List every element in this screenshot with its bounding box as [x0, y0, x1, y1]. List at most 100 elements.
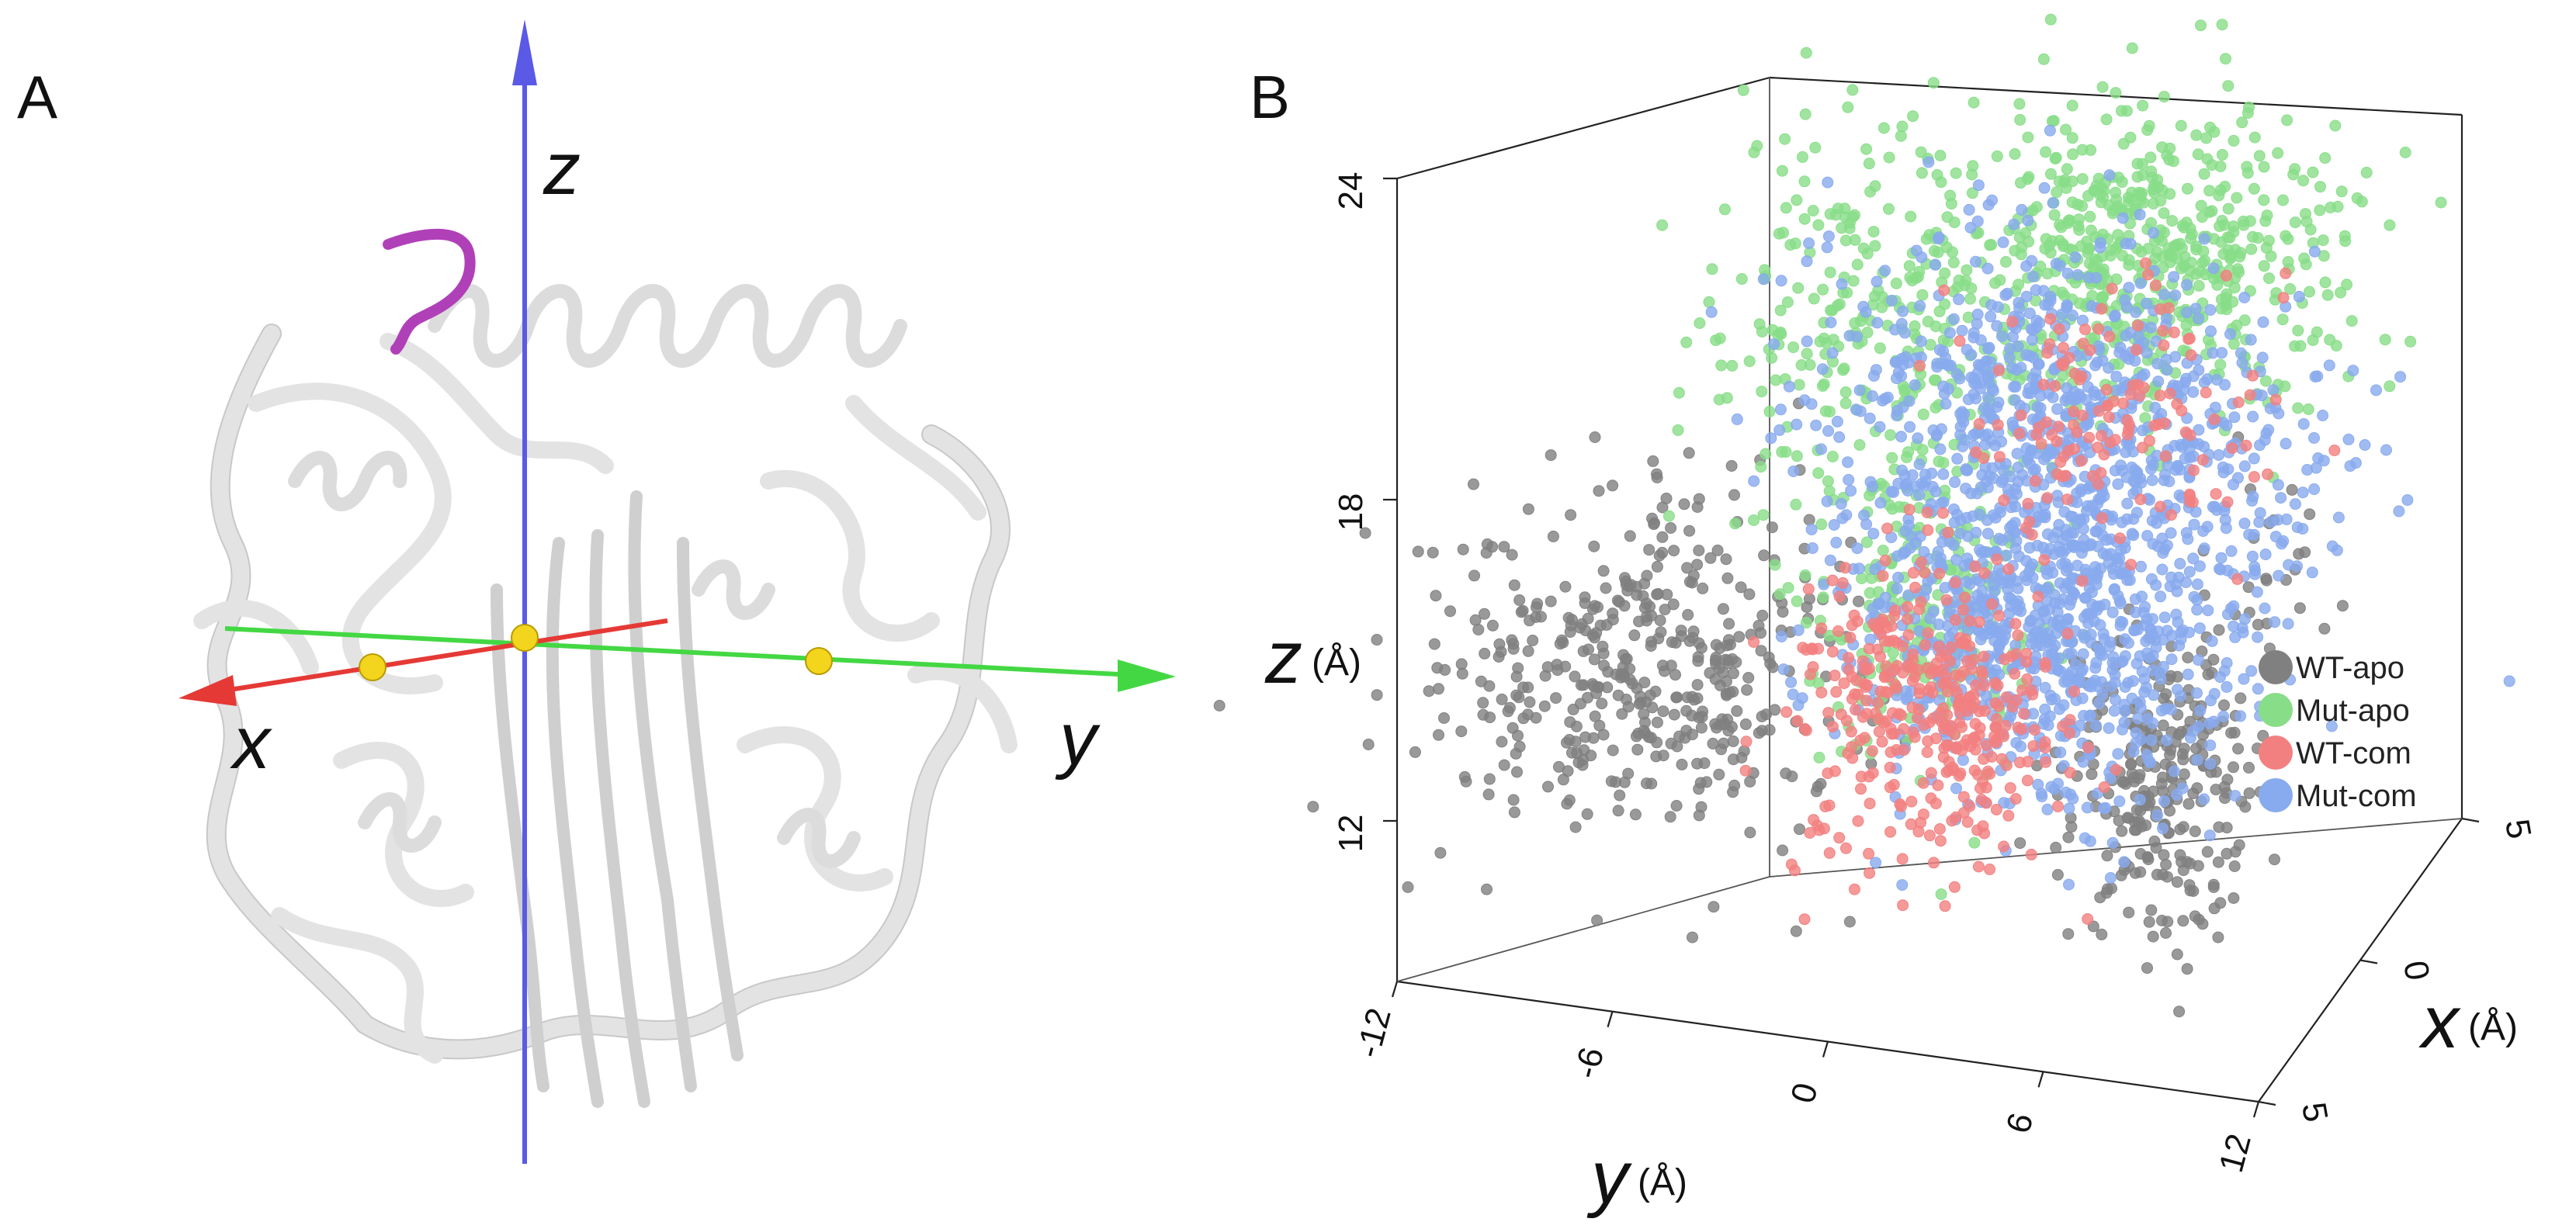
data-point — [2104, 772, 2117, 784]
data-point — [2171, 876, 2183, 888]
data-point — [1619, 653, 1631, 666]
data-point — [2119, 542, 2131, 554]
marker-x — [359, 653, 387, 681]
data-point — [1513, 594, 1526, 606]
data-point — [2061, 163, 2073, 175]
data-point — [2192, 148, 2204, 161]
data-point — [2047, 197, 2059, 209]
data-point — [1879, 265, 1891, 277]
data-point — [1853, 384, 1866, 396]
data-point — [1572, 756, 1585, 769]
data-point — [1867, 528, 1880, 540]
z-tick-label: 12 — [1332, 815, 1370, 853]
data-point — [1915, 816, 1927, 829]
data-point — [2116, 105, 2127, 117]
data-point — [1950, 368, 1963, 380]
data-point — [1943, 655, 1956, 667]
data-point — [2304, 286, 2315, 298]
data-point — [2216, 347, 2228, 359]
data-point — [1826, 304, 1839, 317]
data-point — [2172, 461, 2184, 473]
data-point — [1468, 569, 1480, 582]
data-point — [2215, 303, 2228, 315]
data-point — [1849, 883, 1860, 895]
data-point — [2204, 304, 2217, 316]
data-point — [1545, 449, 1557, 462]
data-point — [2175, 725, 2187, 738]
data-point — [2033, 317, 2046, 329]
data-point — [2173, 489, 2186, 501]
data-point — [1622, 767, 1635, 780]
data-point — [1991, 320, 2003, 332]
data-point — [2292, 402, 2304, 414]
data-point — [1720, 553, 1732, 566]
data-point — [2107, 651, 2120, 663]
data-point — [1423, 685, 1435, 698]
data-point — [2118, 856, 2130, 868]
data-point — [2341, 279, 2353, 291]
data-point — [2307, 166, 2319, 178]
data-point — [2275, 492, 2287, 504]
data-point — [1943, 327, 1956, 339]
data-point — [2072, 268, 2084, 281]
data-point — [2212, 856, 2224, 868]
data-point — [2186, 496, 2199, 508]
data-point — [2124, 237, 2137, 250]
data-point — [2251, 586, 2263, 598]
data-point — [1507, 794, 1520, 806]
data-point — [2113, 358, 2125, 370]
data-point — [2260, 574, 2273, 587]
legend-swatch-wt-com — [2259, 736, 2293, 770]
data-point — [1647, 455, 1659, 467]
data-point — [1993, 451, 2006, 463]
data-point — [2174, 237, 2186, 250]
data-point — [1925, 767, 1937, 779]
data-point — [2201, 846, 2214, 858]
scatter3d-chart: 12 18 24 -12 -6 0 6 12 5 0 5 z (Å) y (Å) x (Å) WT-… — [1213, 13, 2539, 1219]
data-point — [1840, 842, 1852, 854]
data-point — [2008, 381, 2020, 393]
data-point — [2148, 420, 2161, 431]
y-tick-mark — [1391, 981, 1399, 998]
data-point — [1359, 527, 1371, 539]
data-point — [1993, 532, 2006, 545]
legend-label-mut-com: Mut-com — [2296, 779, 2417, 813]
data-point — [2009, 244, 2021, 257]
data-point — [2306, 566, 2318, 579]
data-point — [2030, 475, 2041, 487]
data-point — [1931, 169, 1943, 181]
data-point — [1780, 202, 1792, 214]
data-point — [1972, 860, 1985, 873]
data-point — [1785, 676, 1798, 688]
data-point — [2044, 13, 2057, 26]
data-point — [2157, 822, 2169, 835]
data-point — [2085, 628, 2097, 641]
legend-label-mut-apo: Mut-apo — [2296, 694, 2410, 728]
data-point — [1895, 431, 1907, 443]
data-point — [1914, 299, 1926, 312]
data-point — [2187, 386, 2200, 398]
data-point — [1981, 481, 1994, 493]
data-point — [1508, 579, 1520, 591]
data-point — [2089, 359, 2102, 372]
data-point — [2220, 522, 2232, 535]
data-point — [2112, 229, 2124, 241]
data-point — [1922, 315, 1934, 327]
data-point — [1846, 619, 1858, 632]
data-point — [2184, 885, 2196, 897]
data-point — [2100, 113, 2113, 126]
data-point — [1588, 540, 1600, 552]
data-point — [2134, 794, 2146, 806]
data-point — [2010, 694, 2023, 706]
data-point — [1822, 230, 1835, 243]
data-point — [1531, 601, 1542, 614]
data-point — [2134, 209, 2146, 221]
data-point — [2161, 625, 2173, 637]
data-point — [1978, 650, 1990, 663]
data-point — [1874, 497, 1887, 509]
data-point — [2245, 665, 2258, 677]
data-point — [1925, 667, 1937, 680]
data-point — [2151, 809, 2164, 822]
data-point — [1972, 179, 1985, 192]
data-point — [1718, 203, 1731, 216]
